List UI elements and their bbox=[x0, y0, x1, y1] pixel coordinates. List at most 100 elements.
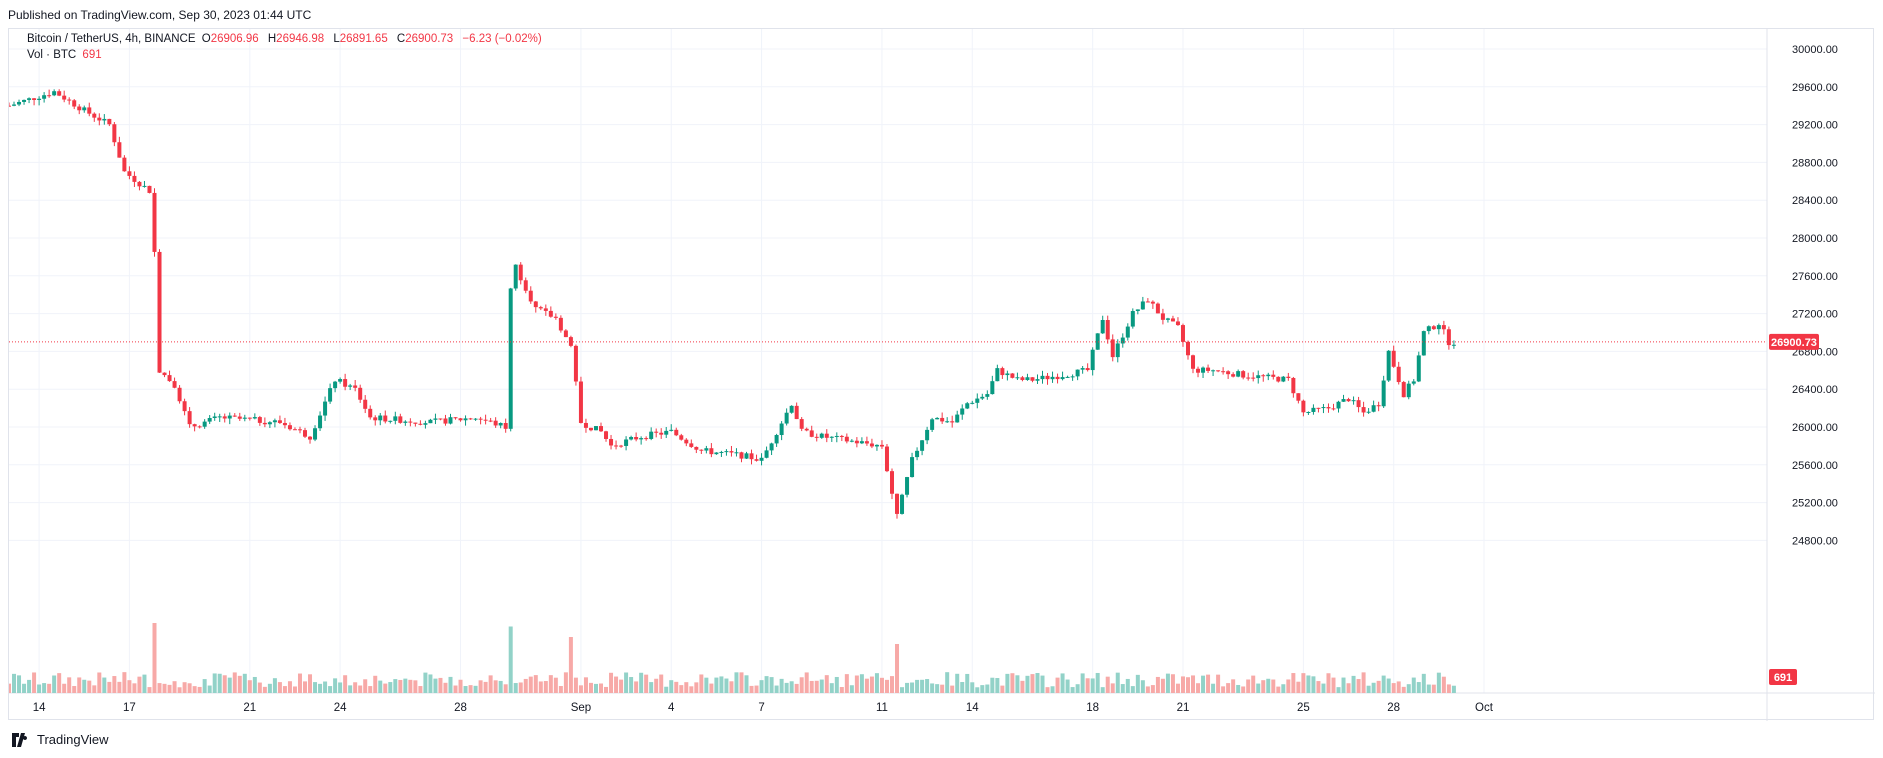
volume-bar[interactable] bbox=[1261, 680, 1266, 693]
candle-body[interactable] bbox=[543, 308, 548, 311]
candle-body[interactable] bbox=[970, 402, 975, 404]
candle-body[interactable] bbox=[739, 452, 744, 459]
volume-bar[interactable] bbox=[759, 680, 764, 693]
volume-bar[interactable] bbox=[528, 676, 533, 693]
candle-body[interactable] bbox=[182, 401, 187, 412]
volume-bar[interactable] bbox=[1361, 672, 1366, 693]
volume-bar[interactable] bbox=[398, 679, 403, 693]
candle-body[interactable] bbox=[498, 423, 503, 426]
candle-body[interactable] bbox=[1085, 368, 1090, 371]
volume-bar[interactable] bbox=[995, 678, 1000, 693]
candle-body[interactable] bbox=[709, 448, 714, 455]
volume-bar[interactable] bbox=[1135, 674, 1140, 693]
candle-body[interactable] bbox=[533, 301, 538, 308]
volume-bar[interactable] bbox=[1100, 687, 1105, 693]
volume-bar[interactable] bbox=[955, 673, 960, 693]
volume-bar[interactable] bbox=[1391, 683, 1396, 693]
candle-body[interactable] bbox=[1211, 370, 1216, 372]
candle-body[interactable] bbox=[1236, 371, 1241, 377]
candle-body[interactable] bbox=[664, 430, 669, 435]
candle-body[interactable] bbox=[1191, 355, 1196, 369]
volume-bar[interactable] bbox=[1416, 682, 1421, 693]
candle-body[interactable] bbox=[1411, 381, 1416, 384]
candle-body[interactable] bbox=[1185, 341, 1190, 356]
candle-body[interactable] bbox=[1140, 301, 1145, 310]
volume-bar[interactable] bbox=[448, 676, 453, 693]
volume-bar[interactable] bbox=[52, 675, 57, 693]
candle-body[interactable] bbox=[1160, 313, 1165, 320]
candle-body[interactable] bbox=[1256, 375, 1261, 379]
candle-body[interactable] bbox=[1221, 371, 1226, 373]
volume-bar[interactable] bbox=[1301, 673, 1306, 693]
candle-body[interactable] bbox=[1201, 367, 1206, 373]
candle-body[interactable] bbox=[915, 450, 920, 458]
volume-bar[interactable] bbox=[453, 685, 458, 693]
candle-body[interactable] bbox=[1361, 407, 1366, 413]
volume-bar[interactable] bbox=[1246, 679, 1251, 693]
candle-body[interactable] bbox=[117, 142, 122, 158]
candle-body[interactable] bbox=[1446, 329, 1451, 346]
candle-body[interactable] bbox=[242, 417, 247, 419]
volume-bar[interactable] bbox=[1426, 684, 1431, 693]
volume-bar[interactable] bbox=[232, 672, 237, 693]
candle-body[interactable] bbox=[282, 422, 287, 426]
volume-bar[interactable] bbox=[1095, 672, 1100, 693]
candle-body[interactable] bbox=[292, 429, 297, 431]
candle-body[interactable] bbox=[67, 99, 72, 101]
volume-bar[interactable] bbox=[277, 682, 282, 693]
candle-body[interactable] bbox=[252, 417, 257, 419]
candle-body[interactable] bbox=[634, 436, 639, 440]
volume-bar[interactable] bbox=[879, 677, 884, 693]
volume-bar[interactable] bbox=[689, 686, 694, 693]
volume-bar[interactable] bbox=[1336, 687, 1341, 693]
volume-bar[interactable] bbox=[1145, 686, 1150, 693]
candle-body[interactable] bbox=[267, 422, 272, 425]
candle-body[interactable] bbox=[297, 429, 302, 431]
candle-body[interactable] bbox=[624, 439, 629, 446]
volume-bar[interactable] bbox=[1376, 680, 1381, 693]
candle-body[interactable] bbox=[343, 379, 348, 387]
volume-bar[interactable] bbox=[1441, 676, 1446, 693]
volume-bar[interactable] bbox=[483, 681, 488, 693]
candle-body[interactable] bbox=[1025, 377, 1030, 381]
volume-bar[interactable] bbox=[674, 681, 679, 693]
volume-bar[interactable] bbox=[563, 672, 568, 693]
candle-body[interactable] bbox=[1381, 380, 1386, 407]
candle-body[interactable] bbox=[1406, 383, 1411, 398]
candle-body[interactable] bbox=[839, 435, 844, 437]
candle-body[interactable] bbox=[1206, 367, 1211, 371]
volume-bar[interactable] bbox=[107, 681, 112, 693]
candle-body[interactable] bbox=[729, 451, 734, 453]
candle-body[interactable] bbox=[1246, 377, 1251, 379]
candle-body[interactable] bbox=[1401, 382, 1406, 398]
candle-body[interactable] bbox=[313, 428, 318, 440]
volume-bar[interactable] bbox=[975, 687, 980, 693]
volume-bar[interactable] bbox=[599, 683, 604, 693]
volume-bar[interactable] bbox=[920, 679, 925, 693]
volume-bar[interactable] bbox=[1276, 686, 1281, 693]
candle-body[interactable] bbox=[789, 405, 794, 413]
volume-bar[interactable] bbox=[177, 687, 182, 693]
volume-bar[interactable] bbox=[132, 683, 137, 693]
candle-body[interactable] bbox=[573, 345, 578, 382]
volume-bar[interactable] bbox=[819, 679, 824, 693]
volume-bar[interactable] bbox=[418, 686, 423, 693]
candle-body[interactable] bbox=[1341, 399, 1346, 402]
volume-bar[interactable] bbox=[764, 676, 769, 693]
candle-body[interactable] bbox=[363, 399, 368, 409]
volume-bar[interactable] bbox=[1020, 680, 1025, 693]
candle-body[interactable] bbox=[578, 381, 583, 423]
volume-bar[interactable] bbox=[1005, 673, 1010, 693]
candle-body[interactable] bbox=[1421, 331, 1426, 356]
volume-bar[interactable] bbox=[1316, 681, 1321, 693]
candle-body[interactable] bbox=[799, 419, 804, 429]
volume-bar[interactable] bbox=[192, 686, 197, 693]
candle-body[interactable] bbox=[619, 445, 624, 447]
candle-body[interactable] bbox=[1251, 377, 1256, 379]
volume-bar[interactable] bbox=[62, 683, 67, 693]
candle-body[interactable] bbox=[368, 408, 373, 418]
volume-bar[interactable] bbox=[1236, 684, 1241, 693]
candle-body[interactable] bbox=[1331, 408, 1336, 410]
volume-bar[interactable] bbox=[714, 677, 719, 693]
volume-bar[interactable] bbox=[22, 683, 27, 693]
